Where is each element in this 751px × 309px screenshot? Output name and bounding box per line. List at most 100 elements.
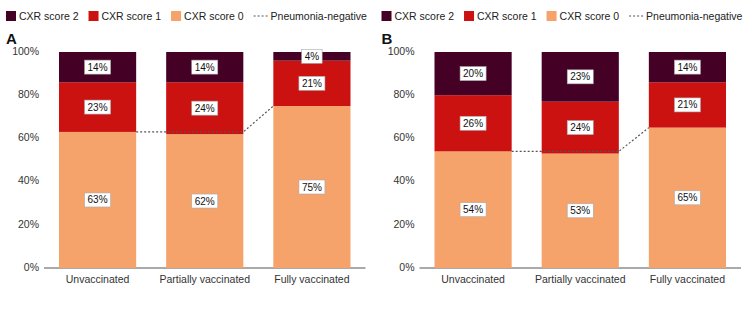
legend-label: Pneumonia-negative — [646, 10, 742, 22]
data-label-group: 24% — [567, 121, 593, 135]
legend-swatch — [171, 11, 181, 21]
y-tick-label: 20% — [393, 218, 414, 230]
bar — [542, 154, 619, 268]
data-label-box — [567, 121, 593, 135]
data-labels: 63% 62% 75% 23% 24% 21% 14% 14% 4% — [85, 49, 325, 208]
bar — [166, 134, 243, 268]
y-tick-label: 20% — [18, 218, 39, 230]
legend-item: CXR score 1 — [89, 10, 162, 22]
data-label-group: 21% — [674, 98, 700, 112]
data-label-group: 21% — [299, 76, 325, 90]
y-tick-label: 80% — [18, 88, 39, 100]
bar — [273, 106, 350, 268]
data-label: 24% — [570, 122, 590, 133]
x-tick-label: Unvaccinated — [441, 273, 505, 285]
data-label-group: 23% — [85, 100, 111, 114]
data-label: 65% — [677, 192, 697, 203]
bar — [166, 52, 243, 82]
data-label-box — [460, 203, 486, 217]
legend-label: CXR score 0 — [560, 10, 620, 22]
bar — [59, 52, 136, 82]
data-label: 4% — [305, 51, 320, 62]
legend-item: CXR score 2 — [382, 10, 455, 22]
data-label-box — [299, 180, 325, 194]
x-tick-label: Fully vaccinated — [650, 273, 725, 285]
data-label-box — [567, 204, 593, 218]
data-label-box — [299, 76, 325, 90]
x-tick-label: Fully vaccinated — [274, 273, 349, 285]
data-label: 14% — [677, 62, 697, 73]
bar — [435, 52, 512, 95]
data-label: 26% — [463, 118, 483, 129]
data-label-group: 24% — [192, 101, 218, 115]
legend-item: Pneumonia-negative — [629, 10, 742, 22]
legend-item: CXR score 2 — [6, 10, 79, 22]
data-label: 24% — [195, 103, 215, 114]
legend-swatch — [547, 11, 557, 21]
data-label: 75% — [302, 182, 322, 193]
data-label-group: 62% — [192, 194, 218, 208]
data-label-group: 23% — [567, 70, 593, 84]
legend-item: CXR score 1 — [464, 10, 537, 22]
bar — [649, 128, 726, 268]
data-label-group: 20% — [460, 67, 486, 81]
legend-label: CXR score 1 — [477, 10, 537, 22]
data-labels: 54% 53% 65% 26% 24% 21% 20% 23% 14% — [460, 60, 700, 218]
bar — [649, 52, 726, 82]
data-label: 53% — [570, 205, 590, 216]
legend-item: Pneumonia-negative — [254, 10, 367, 22]
data-label-group: 54% — [460, 203, 486, 217]
y-tick-label: 0% — [399, 261, 414, 273]
data-label-group: 26% — [460, 116, 486, 130]
y-tick-label: 40% — [18, 174, 39, 186]
data-label-box — [192, 60, 218, 74]
legend-item: CXR score 0 — [547, 10, 620, 22]
data-label-box — [674, 60, 700, 74]
data-label: 14% — [195, 62, 215, 73]
data-label-box — [674, 191, 700, 205]
x-tick-label: Partially vaccinated — [160, 273, 251, 285]
data-label-box — [85, 193, 111, 207]
panel: 0%20%40%60%80%100%UnvaccinatedPartially … — [382, 10, 743, 285]
legend-item: CXR score 0 — [171, 10, 244, 22]
legend-swatch — [382, 11, 392, 21]
data-label-box — [85, 100, 111, 114]
bar — [166, 82, 243, 134]
y-tick-label: 40% — [393, 174, 414, 186]
bar — [273, 61, 350, 106]
data-label: 21% — [302, 78, 322, 89]
data-label: 20% — [463, 68, 483, 79]
data-label-group: 63% — [85, 193, 111, 207]
legend-swatch — [89, 11, 99, 21]
legend: CXR score 2 CXR score 1 CXR score 0 Pneumon… — [382, 10, 743, 22]
data-label-box — [674, 98, 700, 112]
data-label: 54% — [463, 204, 483, 215]
data-label-box — [460, 116, 486, 130]
data-label-box — [302, 49, 322, 63]
legend-line — [254, 15, 268, 16]
data-label: 14% — [88, 62, 108, 73]
data-label-group: 14% — [192, 60, 218, 74]
data-label: 23% — [570, 71, 590, 82]
legend-label: CXR score 2 — [395, 10, 455, 22]
bar — [542, 52, 619, 102]
legend: CXR score 2 CXR score 1 CXR score 0 Pneumon… — [6, 10, 367, 22]
figure: 0%20%40%60%80%100%UnvaccinatedPartially … — [0, 0, 751, 309]
bar — [59, 132, 136, 268]
y-tick-label: 80% — [393, 88, 414, 100]
panel: 0%20%40%60%80%100%UnvaccinatedPartially … — [6, 10, 367, 285]
y-tick-label: 60% — [18, 131, 39, 143]
x-tick-label: Partially vaccinated — [535, 273, 626, 285]
data-label-box — [85, 60, 111, 74]
data-label: 63% — [88, 194, 108, 205]
data-label-group: 4% — [302, 49, 322, 63]
marks — [435, 52, 726, 268]
data-label: 62% — [195, 196, 215, 207]
data-label-box — [460, 67, 486, 81]
panel-label: B — [382, 30, 393, 47]
data-label-group: 14% — [674, 60, 700, 74]
bar — [649, 82, 726, 127]
data-label: 21% — [677, 99, 697, 110]
legend-label: CXR score 0 — [184, 10, 244, 22]
panel-label: A — [6, 30, 17, 47]
